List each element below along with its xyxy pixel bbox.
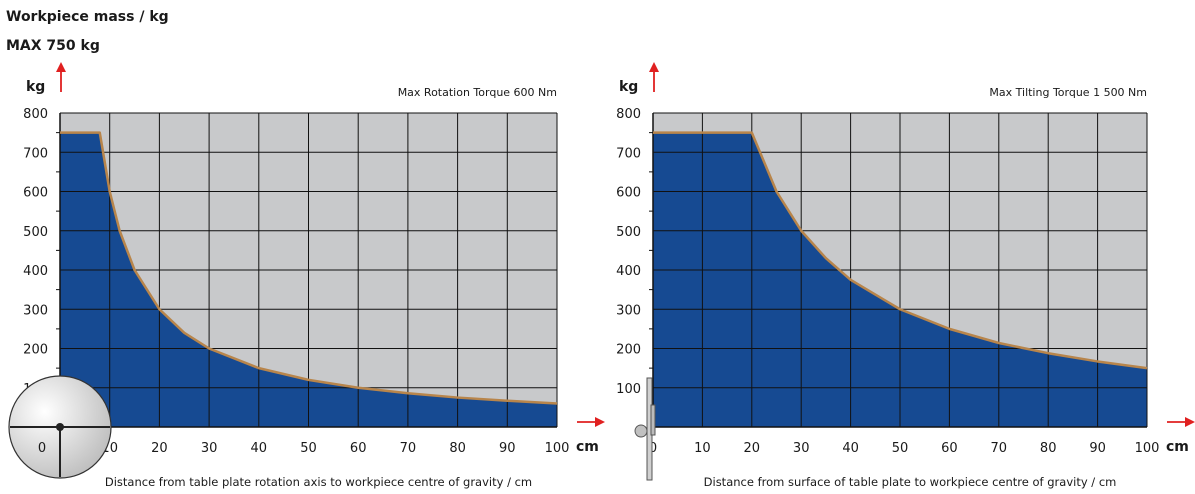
chart2-y-tick-label: 600: [616, 186, 641, 201]
chart2-x-tick-label: 50: [892, 441, 909, 456]
chart2-x-arrow-head: [1185, 417, 1195, 427]
chart1-x-tick-label: 100: [545, 441, 570, 456]
chart1-zero-label: 0: [38, 441, 46, 456]
tilt-axis-icon: [634, 424, 648, 438]
chart2-capacity-area: [653, 132, 1147, 427]
chart1-x-tick-label: 60: [350, 441, 367, 456]
chart2-y-tick-label: 300: [616, 303, 641, 318]
chart2-y-tick-label: 500: [616, 225, 641, 240]
chart2-y-tick-label: 400: [616, 264, 641, 279]
max-mass-label: MAX 750 kg: [6, 38, 100, 54]
chart1-y-arrow-head: [56, 62, 66, 72]
chart2-y-tick-label: 100: [616, 382, 641, 397]
chart1-x-arrow-head: [595, 417, 605, 427]
chart2-x-axis-label: cm: [1166, 439, 1189, 455]
chart1-y-tick-label: 300: [23, 303, 48, 318]
chart1-caption: Distance from table plate rotation axis …: [105, 475, 532, 489]
chart1-chart-title: Max Rotation Torque 600 Nm: [398, 86, 557, 99]
chart1-capacity-area: [60, 132, 557, 427]
chart2-y-tick-label: 700: [616, 146, 641, 161]
chart1-capacity-curve: [60, 131, 558, 405]
chart1-y-tick-label: 700: [23, 146, 48, 161]
chart2-y-arrow-head: [649, 62, 659, 72]
chart2-caption: Distance from surface of table plate to …: [704, 475, 1117, 489]
chart1-x-tick-label: 90: [499, 441, 516, 456]
table-plate-hub: [650, 404, 656, 436]
chart2-y-tick-label: 200: [616, 343, 641, 358]
chart2-x-tick-label: 60: [941, 441, 958, 456]
chart1-y-tick-label: 400: [23, 264, 48, 279]
chart2-x-tick-label: 10: [694, 441, 711, 456]
chart2-y-tick-label: 800: [616, 107, 641, 122]
chart1-y-tick-label: 500: [23, 225, 48, 240]
chart2-x-tick-label: 20: [744, 441, 761, 456]
chart2-capacity-curve: [653, 131, 1148, 370]
chart2-x-tick-label: 40: [842, 441, 859, 456]
chart1-x-tick-label: 50: [300, 441, 317, 456]
chart2-x-tick-label: 30: [793, 441, 810, 456]
workpiece-mass-title: Workpiece mass / kg: [6, 9, 169, 25]
chart1-y-tick-label: 600: [23, 186, 48, 201]
chart1-y-tick-label: 800: [23, 107, 48, 122]
chart1-x-tick-label: 30: [201, 441, 218, 456]
chart1-x-axis-label: cm: [576, 439, 599, 455]
chart2-y-axis-label: kg: [619, 79, 638, 95]
chart1-x-tick-label: 20: [151, 441, 168, 456]
chart1-x-tick-label: 40: [251, 441, 268, 456]
chart2-x-tick-label: 100: [1135, 441, 1160, 456]
chart2-chart-title: Max Tilting Torque 1 500 Nm: [989, 86, 1147, 99]
chart1-x-tick-label: 80: [449, 441, 466, 456]
rotary-axis-dot: [56, 423, 64, 431]
chart2-x-tick-label: 70: [991, 441, 1008, 456]
chart2-x-tick-label: 90: [1089, 441, 1106, 456]
chart1-x-tick-label: 70: [400, 441, 417, 456]
chart2-x-tick-label: 0: [649, 441, 657, 456]
chart1-y-axis-label: kg: [26, 79, 45, 95]
chart1-y-tick-label: 200: [23, 343, 48, 358]
chart2-x-tick-label: 80: [1040, 441, 1057, 456]
